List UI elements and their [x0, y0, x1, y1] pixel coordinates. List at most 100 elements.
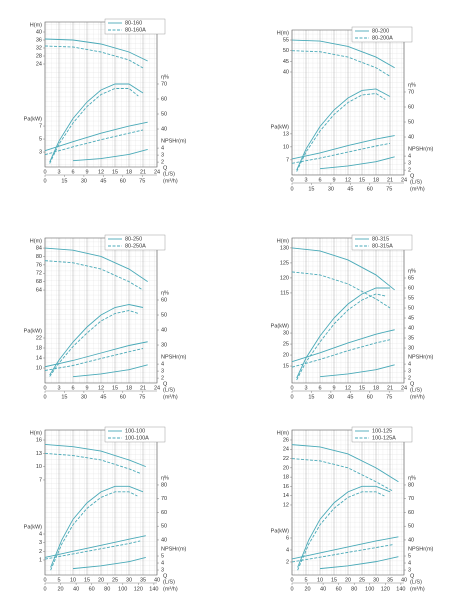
x2-unit: (m³/h)	[163, 394, 178, 400]
x2-tick-label: 75	[139, 394, 145, 400]
x2-tick-label: 75	[386, 394, 392, 400]
x2-tick-label: 140	[149, 586, 158, 592]
y-tick-label: 3	[39, 540, 42, 546]
curve	[44, 247, 148, 283]
y-tick-label: 2	[286, 559, 289, 565]
axis-title: η%	[408, 268, 416, 274]
curve	[44, 129, 144, 156]
axis-title: NPSHr(m)	[408, 355, 434, 361]
pump-chart: 0 5 10 15 20 25 30 35 400 20 40 60 80 100 120 140Q(L/S)…	[271, 426, 434, 592]
curve	[44, 452, 141, 474]
x-unit: (L/S)	[410, 387, 422, 393]
curve	[296, 287, 390, 379]
curve	[291, 271, 391, 309]
x2-tick-label: 0	[290, 586, 293, 592]
x-label: Q	[163, 381, 168, 387]
legend-label: 100-125	[372, 428, 392, 434]
x2-unit: (m³/h)	[410, 394, 425, 400]
curve	[291, 536, 399, 560]
axis-title: Pa(kW)	[271, 324, 290, 330]
y-tick-label: 3	[39, 149, 42, 155]
x-tick-label: 21	[140, 385, 146, 391]
y-tick-label: 40	[161, 537, 167, 543]
y-tick-label: 130	[280, 245, 289, 251]
x-tick-label: 3	[57, 385, 60, 391]
curve	[291, 142, 391, 164]
y-tick-label: 40	[408, 325, 414, 331]
y-tick-label: 2	[39, 549, 42, 555]
x-tick-label: 40	[401, 577, 407, 583]
x-tick-label: 0	[43, 577, 46, 583]
curve	[291, 458, 394, 492]
x-label: Q	[410, 173, 415, 179]
y-tick-label: 16	[36, 437, 42, 443]
x-tick-label: 5	[304, 577, 307, 583]
y-tick-label: 4	[161, 146, 164, 152]
curve	[297, 491, 385, 571]
x-tick-label: 0	[43, 385, 46, 391]
y-tick-label: 70	[161, 81, 167, 87]
y-tick-label: 3	[408, 369, 411, 375]
y-tick-label: 45	[408, 315, 414, 321]
x2-tick-label: 60	[120, 178, 126, 184]
x-tick-label: 18	[373, 385, 379, 391]
y-tick-label: 2	[408, 168, 411, 174]
y-tick-label: 12	[283, 502, 289, 508]
y-tick-label: 60	[161, 96, 167, 102]
y-tick-label: 80	[408, 482, 414, 488]
x2-tick-label: 100	[118, 586, 127, 592]
x2-unit: (m³/h)	[410, 186, 425, 192]
x-tick-label: 3	[304, 385, 307, 391]
x2-tick-label: 30	[81, 394, 87, 400]
y-tick-label: 50	[161, 312, 167, 318]
x2-tick-label: 75	[139, 178, 145, 184]
x-tick-label: 3	[304, 177, 307, 183]
y-tick-label: 50	[408, 305, 414, 311]
pump-chart: 0 3 6 9 12 15 18 21 240 15 30 45 60 75Q(L/S)(m³/h)404…	[271, 26, 434, 192]
y-tick-label: 4	[161, 560, 164, 566]
curve	[319, 364, 395, 378]
y-tick-label: 22	[36, 335, 42, 341]
curve	[291, 39, 395, 69]
y-tick-label: 24	[36, 61, 42, 67]
x-tick-label: 24	[154, 385, 160, 391]
x-tick-label: 10	[317, 577, 323, 583]
x2-tick-label: 30	[328, 394, 334, 400]
x-tick-label: 15	[331, 577, 337, 583]
x-tick-label: 12	[98, 385, 104, 391]
x2-tick-label: 140	[396, 586, 405, 592]
y-tick-label: 120	[280, 275, 289, 281]
axis-title: H(m)	[277, 30, 289, 36]
x2-tick-label: 0	[43, 586, 46, 592]
y-tick-label: 2	[161, 376, 164, 382]
curve	[296, 88, 391, 171]
y-tick-label: 60	[408, 510, 414, 516]
x-tick-label: 15	[84, 577, 90, 583]
curve	[291, 135, 395, 160]
legend-label: 80-315	[372, 236, 389, 242]
x-tick-label: 3	[57, 169, 60, 175]
curve	[44, 443, 146, 468]
x2-tick-label: 120	[134, 586, 143, 592]
y-tick-label: 5	[408, 553, 411, 559]
legend-label: 80-160A	[125, 27, 146, 33]
y-tick-label: 3	[161, 369, 164, 375]
plot-frame	[291, 429, 405, 576]
y-tick-label: 40	[161, 126, 167, 132]
curve	[44, 260, 144, 291]
curve	[49, 304, 144, 376]
axis-title: η%	[161, 475, 169, 481]
x-unit: (L/S)	[163, 579, 175, 585]
axis-title: H(m)	[30, 239, 42, 245]
y-tick-label: 36	[36, 37, 42, 43]
x-tick-label: 21	[140, 169, 146, 175]
x-tick-label: 35	[140, 577, 146, 583]
axis-title: Pa(kW)	[271, 124, 290, 130]
y-tick-label: 70	[408, 89, 414, 95]
y-tick-label: 50	[283, 48, 289, 54]
curve	[49, 83, 144, 163]
y-tick-label: 64	[36, 287, 42, 293]
pump-chart: 0 3 6 9 12 15 18 21 240 15 30 45 60 75Q(L/S)(m³/h)646…	[24, 234, 187, 400]
x-tick-label: 21	[387, 385, 393, 391]
